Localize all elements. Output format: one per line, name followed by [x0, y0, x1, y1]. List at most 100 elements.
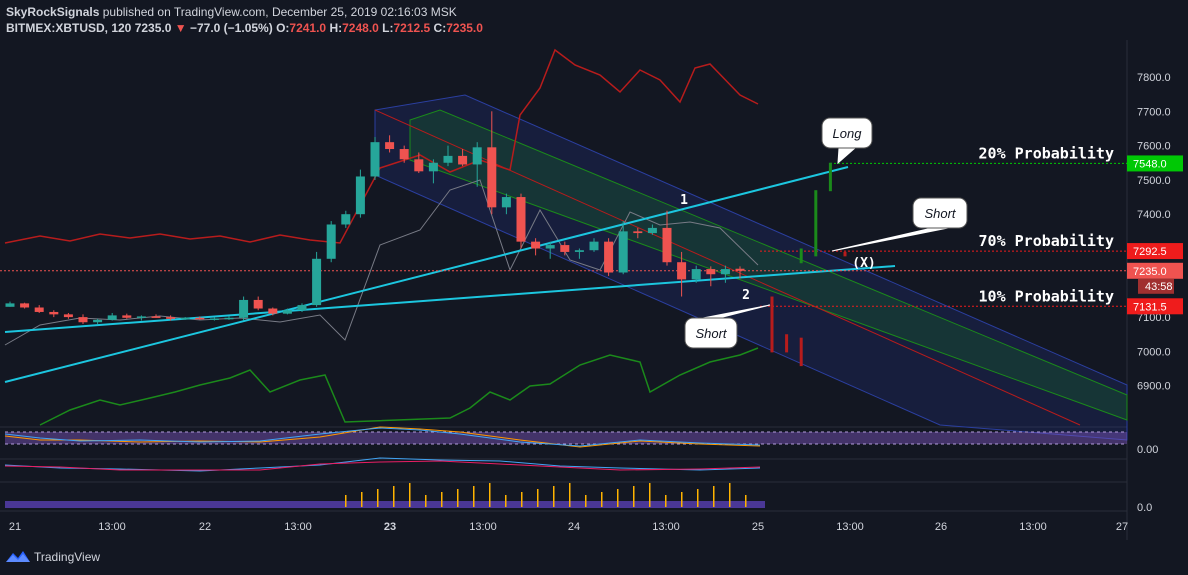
volume-bar [649, 483, 651, 507]
low-label: L: [382, 21, 394, 35]
candle-body [107, 315, 117, 320]
candle-body [5, 303, 15, 307]
candle [545, 241, 555, 259]
candle [239, 296, 249, 321]
candle [574, 248, 584, 259]
y-tick-label: 7500.0 [1137, 175, 1171, 187]
x-tick-label: 13:00 [1019, 521, 1047, 533]
author-name[interactable]: SkyRockSignals [6, 5, 100, 19]
y-tick-label: 7800.0 [1137, 72, 1171, 84]
candle [253, 296, 263, 311]
change-arrow: ▼ [174, 21, 187, 35]
candle-body [574, 250, 584, 252]
candle-body [20, 303, 30, 308]
candle-body [49, 311, 59, 315]
volume-bar [489, 483, 491, 507]
candle-body [633, 231, 643, 234]
candle-body [414, 159, 424, 172]
candle-body [472, 147, 482, 165]
low-value: 7212.5 [393, 21, 431, 35]
candle-body [34, 307, 44, 312]
candle-body [706, 269, 716, 275]
mid-line [4, 179, 759, 346]
osc-tick-label: 0.00 [1137, 444, 1158, 456]
candle [63, 312, 73, 319]
high-value: 7248.0 [342, 21, 379, 35]
lower-band-line [39, 347, 759, 426]
candle [516, 193, 526, 249]
candle [706, 266, 716, 287]
callout-short: Short [831, 197, 968, 252]
close-value: 7235.0 [446, 21, 483, 35]
volume-bar [553, 486, 555, 507]
signal-bar [770, 296, 774, 353]
candle [399, 145, 409, 163]
candle-body [428, 162, 438, 172]
candle-body [78, 317, 88, 323]
volume-bar [601, 492, 603, 507]
probability-label: 10% Probability [979, 287, 1114, 305]
x-tick-label: 13:00 [469, 521, 497, 533]
chart-header: SkyRockSignals published on TradingView.… [6, 4, 483, 36]
footer: TradingView [6, 547, 100, 567]
candle [370, 137, 380, 180]
wave-marker: 2 [742, 288, 750, 303]
volume-bar [713, 486, 715, 507]
callout-short: Short [684, 304, 771, 349]
callout-pointer [702, 304, 771, 319]
candle [209, 317, 219, 321]
x-tick-label: 26 [935, 521, 947, 533]
volume-bar [345, 495, 347, 507]
candle-body [516, 197, 526, 242]
volume-bar [569, 483, 571, 507]
candle-body [604, 241, 614, 273]
candle [180, 317, 190, 320]
volume-bar [697, 489, 699, 507]
x-tick-label: 23 [384, 521, 396, 533]
candle [531, 238, 541, 256]
candle-body [341, 214, 351, 225]
candle [136, 315, 146, 321]
volume-bar [617, 489, 619, 507]
x-tick-label: 27 [1116, 521, 1128, 533]
candle-body [268, 308, 278, 314]
callout-long: Long [821, 117, 873, 165]
price-badge-value: 7548.0 [1133, 158, 1167, 170]
x-tick-label: 13:00 [98, 521, 126, 533]
candle-body [458, 155, 468, 165]
open-label: O: [276, 21, 290, 35]
candle-body [720, 269, 730, 275]
candle-body [151, 316, 161, 318]
volume-bar [585, 495, 587, 507]
support-trendline [4, 265, 896, 333]
footer-brand[interactable]: TradingView [34, 550, 101, 564]
symbol-label[interactable]: BITMEX:XBTUSD, 120 [6, 21, 132, 35]
candle [501, 193, 511, 215]
candle-body [385, 142, 395, 150]
candle-body [662, 227, 672, 263]
ascending-trendline [4, 166, 849, 383]
change-value: −77.0 (−1.05%) [189, 21, 273, 35]
candle-body [136, 316, 146, 318]
candle [268, 307, 278, 316]
signal-bar [799, 337, 803, 367]
macd-line [4, 457, 761, 472]
candle [326, 221, 336, 263]
candle-body [647, 227, 657, 234]
candle-body [691, 269, 701, 280]
callout-text: Short [924, 206, 956, 221]
candle [647, 224, 657, 235]
volume-bar [361, 492, 363, 507]
x-tick-label: 13:00 [284, 521, 312, 533]
price-badge-value: 7131.5 [1133, 301, 1167, 313]
signal-bar [814, 190, 818, 257]
price-badge: 7131.5 [1127, 298, 1183, 315]
price-badge-value: 7292.5 [1133, 246, 1167, 258]
volume-bar [425, 495, 427, 507]
callout-pointer [837, 147, 856, 165]
candle-body [443, 155, 453, 163]
x-tick-label: 24 [568, 521, 580, 533]
probability-label: 20% Probability [979, 144, 1114, 162]
callout-box [821, 117, 873, 149]
